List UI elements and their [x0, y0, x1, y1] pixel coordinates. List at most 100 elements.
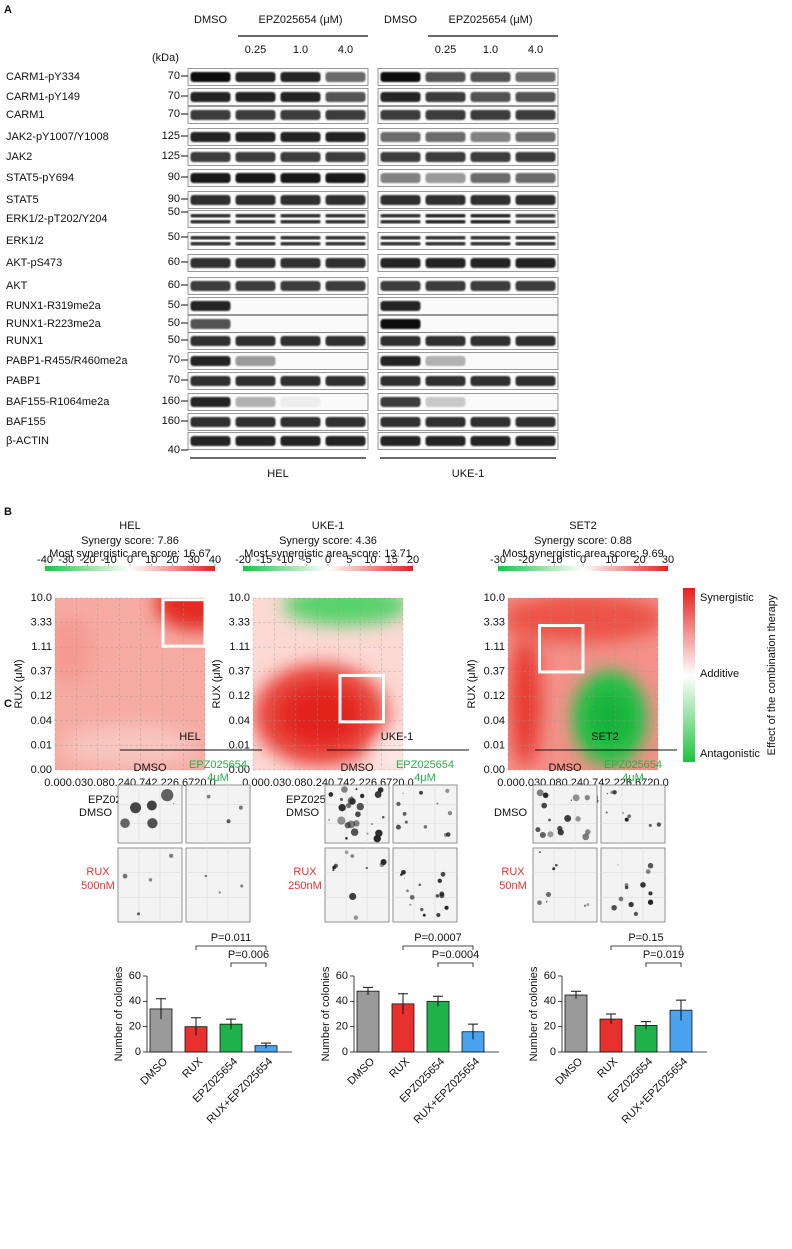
band — [515, 236, 556, 240]
colony — [547, 831, 554, 838]
band — [425, 376, 466, 386]
band — [235, 132, 276, 142]
y-tick-label: 0.01 — [31, 739, 52, 751]
y-tick-label: 3.33 — [31, 616, 52, 628]
colorbar-tick-label: -40 — [37, 554, 53, 566]
column-label: 4μM — [622, 772, 644, 784]
y-tick-label: 10.0 — [484, 592, 505, 604]
blot-strip — [377, 352, 559, 370]
y-tick-label: 0.01 — [229, 739, 250, 751]
colony-image — [392, 847, 458, 923]
kda-value: 60 — [168, 279, 180, 291]
colony — [418, 883, 422, 887]
blot-strip — [377, 191, 559, 209]
band — [470, 436, 511, 446]
treatment-header: EPZ025654 (μM) — [259, 14, 343, 26]
p-bracket — [437, 962, 474, 967]
band — [425, 173, 466, 183]
band — [280, 152, 321, 162]
blot-strip — [187, 148, 369, 166]
kda-value: 70 — [168, 90, 180, 102]
p-value: P=0.019 — [643, 949, 684, 961]
heatmap-region — [587, 690, 633, 746]
legend-bar — [683, 588, 695, 762]
y-tick-label: 0.37 — [484, 666, 505, 678]
category-label: RUX+EPZ025654 — [412, 1056, 483, 1127]
band — [425, 220, 466, 224]
band — [235, 173, 276, 183]
band — [190, 152, 231, 162]
band — [190, 220, 231, 224]
colorbar — [45, 566, 215, 571]
colony — [355, 811, 361, 818]
colony — [347, 797, 355, 805]
colony — [137, 912, 140, 916]
colorbar-tick-label: 20 — [634, 554, 646, 566]
heatmap-region — [278, 684, 363, 746]
column-label: EPZ025654 — [396, 759, 454, 771]
error-bar — [156, 998, 166, 1020]
p-bracket — [610, 945, 682, 950]
colony — [648, 891, 653, 896]
x-tick-label: 0.08 — [87, 777, 108, 789]
band — [190, 417, 231, 427]
colony — [396, 801, 401, 807]
colony — [366, 832, 369, 835]
kda-value: 50 — [168, 206, 180, 218]
band — [190, 92, 231, 102]
colony — [541, 802, 548, 809]
colony — [575, 816, 581, 822]
protein-label: CARM1 — [6, 109, 45, 121]
blot-strip — [377, 68, 559, 86]
blot-strip — [187, 332, 369, 350]
y-tick-label: 0.00 — [229, 764, 250, 776]
band — [235, 397, 276, 407]
synergy-score: Synergy score: 7.86 — [81, 535, 179, 547]
band — [425, 236, 466, 240]
colony — [406, 889, 409, 893]
colony — [536, 789, 544, 797]
band — [235, 336, 276, 346]
colorbar-tick-label: -20 — [518, 554, 534, 566]
bar — [356, 990, 380, 1053]
band — [515, 242, 556, 246]
panel-title: HEL — [179, 731, 200, 743]
colony — [585, 829, 591, 835]
heatmap-region — [62, 725, 198, 767]
error-bar — [191, 1017, 201, 1036]
colony — [436, 802, 439, 805]
area-score: Most synergistic area score: 13.71 — [244, 548, 412, 560]
y-tick-label: 0.00 — [484, 764, 505, 776]
colony — [374, 791, 382, 798]
blot-strip — [377, 432, 559, 450]
colony — [360, 793, 365, 799]
protein-label: RUNX1-R319me2a — [6, 300, 102, 312]
blot-strip — [377, 106, 559, 124]
colony — [645, 869, 651, 874]
colorbar-tick-label: -10 — [278, 554, 294, 566]
colony — [628, 901, 634, 908]
y-tick-label: 60 — [129, 970, 141, 982]
colorbar-tick-label: -20 — [235, 554, 251, 566]
band — [515, 173, 556, 183]
band — [190, 376, 231, 386]
band — [425, 214, 466, 218]
colony — [338, 804, 346, 812]
y-tick-label: 20 — [544, 1021, 556, 1033]
colorbar-tick-label: 15 — [386, 554, 398, 566]
y-tick-label: 0 — [135, 1046, 141, 1058]
band — [325, 152, 366, 162]
colony — [147, 818, 158, 829]
band — [425, 242, 466, 246]
colony — [422, 913, 426, 917]
colorbar-tick-label: 30 — [662, 554, 674, 566]
protein-label: RUNX1 — [6, 335, 43, 347]
band — [235, 72, 276, 82]
colony — [226, 819, 231, 824]
colony — [439, 891, 445, 897]
colony — [218, 891, 221, 894]
colony — [328, 818, 330, 821]
kda-value: 90 — [168, 193, 180, 205]
colony — [402, 811, 407, 816]
